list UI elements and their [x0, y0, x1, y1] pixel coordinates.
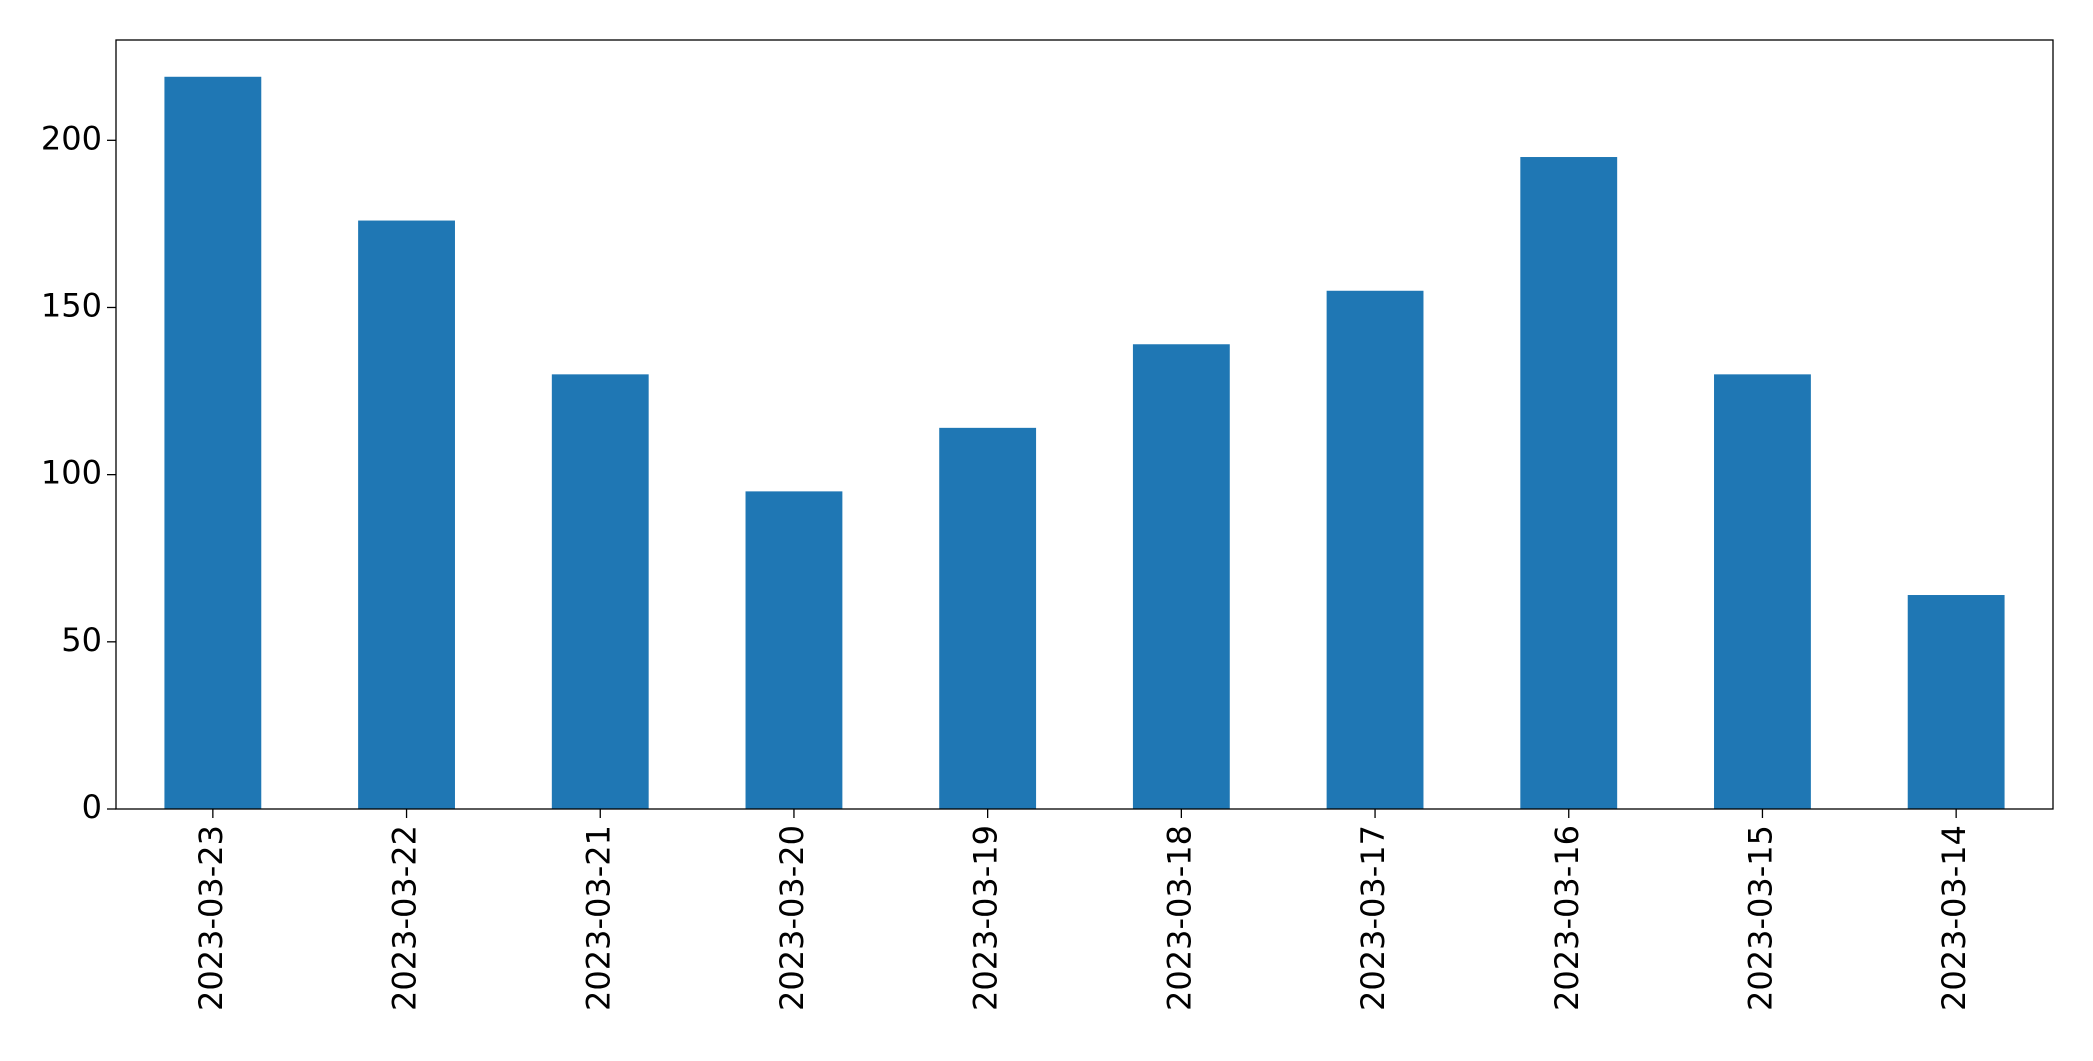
bar: [164, 76, 262, 809]
x-tick-label: 2023-03-22: [386, 825, 424, 1011]
x-tick-label: 2023-03-19: [967, 825, 1005, 1011]
x-tick-label: 2023-03-14: [1935, 825, 1973, 1011]
bar: [1326, 290, 1424, 809]
y-tick-label: 100: [41, 454, 102, 492]
y-tick-label: 50: [61, 621, 102, 659]
bar: [551, 374, 649, 809]
plot-frame: [115, 39, 2054, 810]
x-tick-label: 2023-03-21: [579, 825, 617, 1011]
bar: [1520, 157, 1618, 810]
x-tick-label: 2023-03-16: [1548, 825, 1586, 1011]
x-tick-label: 2023-03-17: [1354, 825, 1392, 1011]
bar: [939, 427, 1037, 809]
y-tick-label: 150: [41, 286, 102, 324]
bar: [1132, 344, 1230, 809]
bar: [1907, 595, 2005, 809]
y-tick-label: 200: [41, 119, 102, 157]
bar: [358, 220, 455, 809]
bar: [745, 491, 843, 809]
bar: [1714, 374, 1811, 809]
x-tick-label: 2023-03-20: [773, 825, 811, 1011]
x-tick-label: 2023-03-23: [192, 825, 230, 1011]
y-tick-label: 0: [82, 788, 102, 826]
x-tick-label: 2023-03-15: [1741, 825, 1779, 1011]
x-tick-label: 2023-03-18: [1160, 825, 1198, 1011]
